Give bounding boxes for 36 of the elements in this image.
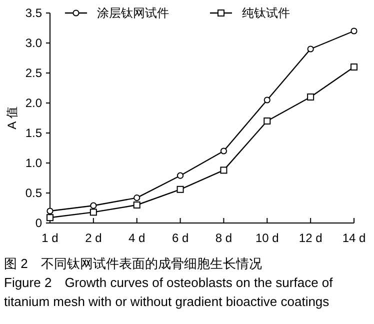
y-tick-label: 3.0 [25, 36, 42, 50]
point [350, 28, 358, 34]
point [176, 186, 184, 193]
point [90, 208, 97, 216]
point [307, 94, 314, 100]
y-tick-label: 2.0 [25, 96, 42, 110]
point [90, 202, 97, 209]
point [220, 148, 228, 154]
y-tick-label: 0 [35, 216, 42, 230]
legend-label: 涂层钛网试件 [97, 6, 169, 20]
y-axis-title: A 值 [5, 106, 19, 130]
caption: Figure 2 Growth curves of osteoblasts on the surface of titanium mesh with or without gradient bioactive coatings [4, 274, 334, 311]
y-tick-label: 1.0 [25, 156, 42, 170]
caption: 图 2 不同钛网试件表面的成骨细胞生长情况 [4, 255, 263, 273]
point [46, 208, 54, 214]
point [350, 64, 358, 70]
x-tick-label: 6 d [172, 231, 189, 245]
x-tick-label: 2 d [85, 231, 102, 245]
y-tick-label: 2.5 [25, 66, 42, 80]
point [134, 194, 140, 202]
x-tick-label: 10 d [255, 231, 279, 245]
legend-label: 纯钛试件 [242, 6, 290, 20]
point [220, 166, 228, 174]
x-tick-label: 14 d [342, 231, 366, 245]
point [264, 96, 270, 104]
y-tick-label: 0.5 [25, 186, 42, 200]
point [176, 172, 184, 179]
point [264, 118, 271, 124]
point [307, 46, 314, 52]
point [133, 202, 140, 208]
y-tick-label: 3.5 [25, 6, 42, 20]
y-tick-label: 1.5 [25, 126, 42, 140]
x-tick-label: 1 d [42, 231, 58, 245]
x-tick-label: 8 d [215, 231, 232, 245]
x-tick-label: 12 d [298, 231, 322, 245]
x-tick-label: 4 d [128, 231, 146, 245]
